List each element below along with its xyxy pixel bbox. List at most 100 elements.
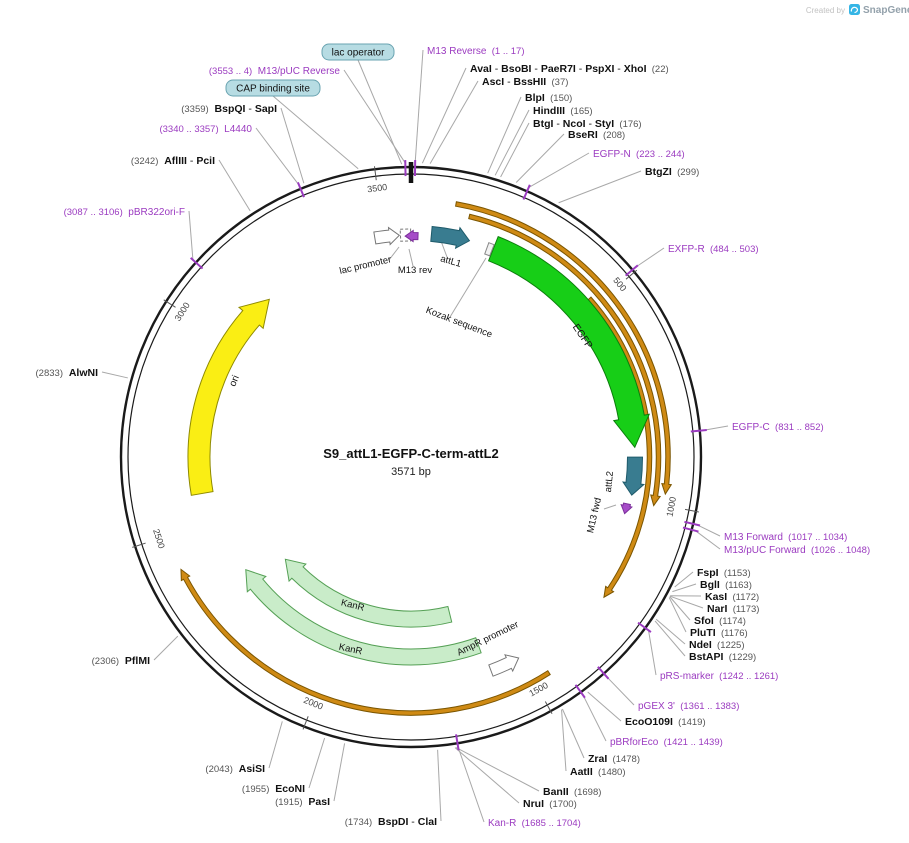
callout-line [704,426,728,430]
label-kasi[interactable]: KasI (1172) [705,591,759,603]
callout-line [495,110,529,175]
snapgene-logo-icon [849,4,860,15]
callout-line [438,750,441,821]
feature-ori[interactable] [188,299,269,495]
label-afliii-pcii[interactable]: (3242) AflIII - PciI [131,155,215,167]
label-banii[interactable]: BanII (1698) [543,786,601,798]
callout-line [256,128,299,185]
label-m13puc-reverse[interactable]: (3553 .. 4) M13/pUC Reverse [209,66,341,77]
label-m13-forward[interactable]: M13 Forward (1017 .. 1034) [724,532,847,543]
label-aatii[interactable]: AatII (1480) [570,766,626,778]
feature-label-ori[interactable]: ori [227,374,241,388]
feature-m13-fwd-primer[interactable] [621,503,632,514]
feature-label-attl2[interactable]: attL2 [603,471,616,493]
callout-line [344,70,405,163]
callout-line [696,531,720,549]
label-ecoo109i[interactable]: EcoO109I (1419) [625,716,706,728]
label-kan-r[interactable]: Kan-R (1685 .. 1704) [488,818,581,829]
label-asisi[interactable]: (2043) AsiSI [205,763,265,775]
feature-label-attl1[interactable]: attL1 [439,253,462,269]
callout-line [422,68,466,163]
feature-attl1[interactable] [431,226,470,248]
label-pluti[interactable]: PluTI (1176) [690,627,748,639]
callout-line [516,134,564,182]
scale-tick-label: 1000 [665,496,679,518]
label-avai-group[interactable]: AvaI - BsoBI - PaeR7I - PspXI - XhoI (22… [470,63,669,75]
watermark-created-by: Created by [806,6,845,15]
label-bgli[interactable]: BglI (1163) [700,579,752,591]
callout-line [501,123,529,177]
label-asci-bsshii[interactable]: AscI - BssHII (37) [482,76,568,88]
label-prs-marker[interactable]: pRS-marker (1242 .. 1261) [660,671,778,682]
orf-arc-bottom[interactable] [181,569,550,715]
callout-line [656,619,685,644]
callout-line [334,743,345,801]
feature-label-m13-rev[interactable]: M13 rev [398,265,433,276]
callout-line [655,621,685,656]
label-exfp-r[interactable]: EXFP-R (484 .. 503) [668,244,759,255]
label-bspdi-clai[interactable]: (1734) BspDI - ClaI [345,816,437,828]
label-cap-binding-site[interactable]: CAP binding site [236,84,310,95]
scale-tick-label: 2500 [151,528,167,550]
label-bseri[interactable]: BseRI (208) [568,129,625,141]
label-pbrforeco[interactable]: pBRforEco (1421 .. 1439) [610,737,723,748]
label-econi[interactable]: (1955) EcoNI [242,783,305,795]
label-pgex-3[interactable]: pGEX 3' (1361 .. 1383) [638,701,739,712]
callout-line [562,709,584,758]
callout-line [559,171,641,203]
label-bspqi-sapi[interactable]: (3359) BspQI - SapI [181,103,277,115]
label-nrui[interactable]: NruI (1700) [523,798,577,810]
callout-line [669,598,686,632]
feature-label-lac-promoter[interactable]: lac promoter [338,254,392,277]
callout-line [269,721,282,768]
plasmid-size: 3571 bp [391,466,431,478]
label-pflmi[interactable]: (2306) PflMI [92,655,150,667]
leader-line [409,249,413,266]
feature-label-m13-fwd[interactable]: M13 fwd [585,497,604,534]
callout-line [672,584,696,592]
feature-attl2[interactable] [623,457,644,495]
label-btgzi[interactable]: BtgZI (299) [645,166,699,178]
callout-line [607,677,634,705]
label-ndei[interactable]: NdeI (1225) [689,639,745,651]
label-l4440[interactable]: (3340 .. 3357) L4440 [159,124,252,135]
callout-line [458,747,484,822]
label-hindiii[interactable]: HindIII (165) [533,105,593,117]
label-fspi[interactable]: FspI (1153) [697,567,751,579]
label-zrai[interactable]: ZraI (1478) [588,753,640,765]
label-nari[interactable]: NarI (1173) [707,603,759,615]
label-pbr322ori-f[interactable]: (3087 .. 3106) pBR322ori-F [64,207,185,218]
label-alwni[interactable]: (2833) AlwNI [36,367,99,379]
feature-label-ampr-promoter[interactable]: AmpR promoter [455,619,520,658]
label-egfp-c[interactable]: EGFP-C (831 .. 852) [732,422,824,433]
callout-line [154,636,178,660]
watermark-brand: SnapGene [863,5,909,16]
callout-line [309,738,325,788]
callout-line [102,372,128,378]
callout-line [273,96,358,169]
scale-tick-label: 3500 [367,182,388,194]
plasmid-title: S9_attL1-EGFP-C-term-attL2 [323,446,499,461]
leader-line [604,505,616,509]
label-bstapi[interactable]: BstAPI (1229) [689,651,756,663]
label-lac-operator[interactable]: lac operator [332,48,385,59]
label-m13-reverse[interactable]: M13 Reverse (1 .. 17) [427,46,524,57]
feature-kanr-inner[interactable] [285,559,451,627]
callout-line [529,153,589,188]
label-blpi[interactable]: BlpI (150) [525,92,572,104]
callout-line [649,630,656,675]
callout-line [588,692,621,721]
callout-line [358,60,402,164]
feature-ampr-promoter[interactable] [489,655,519,676]
feature-label-kozak[interactable]: Kozak sequence [424,305,494,340]
label-egfp-n[interactable]: EGFP-N (223 .. 244) [593,149,685,160]
callout-line [562,710,566,771]
feature-lac-promoter[interactable] [374,228,399,245]
scale-tick-label: 500 [611,275,628,293]
callout-line [636,248,664,267]
label-sfoi[interactable]: SfoI (1174) [694,615,746,627]
callout-line [219,160,250,211]
label-m13puc-forward[interactable]: M13/pUC Forward (1026 .. 1048) [724,545,870,556]
label-pasi[interactable]: (1915) PasI [275,796,330,808]
